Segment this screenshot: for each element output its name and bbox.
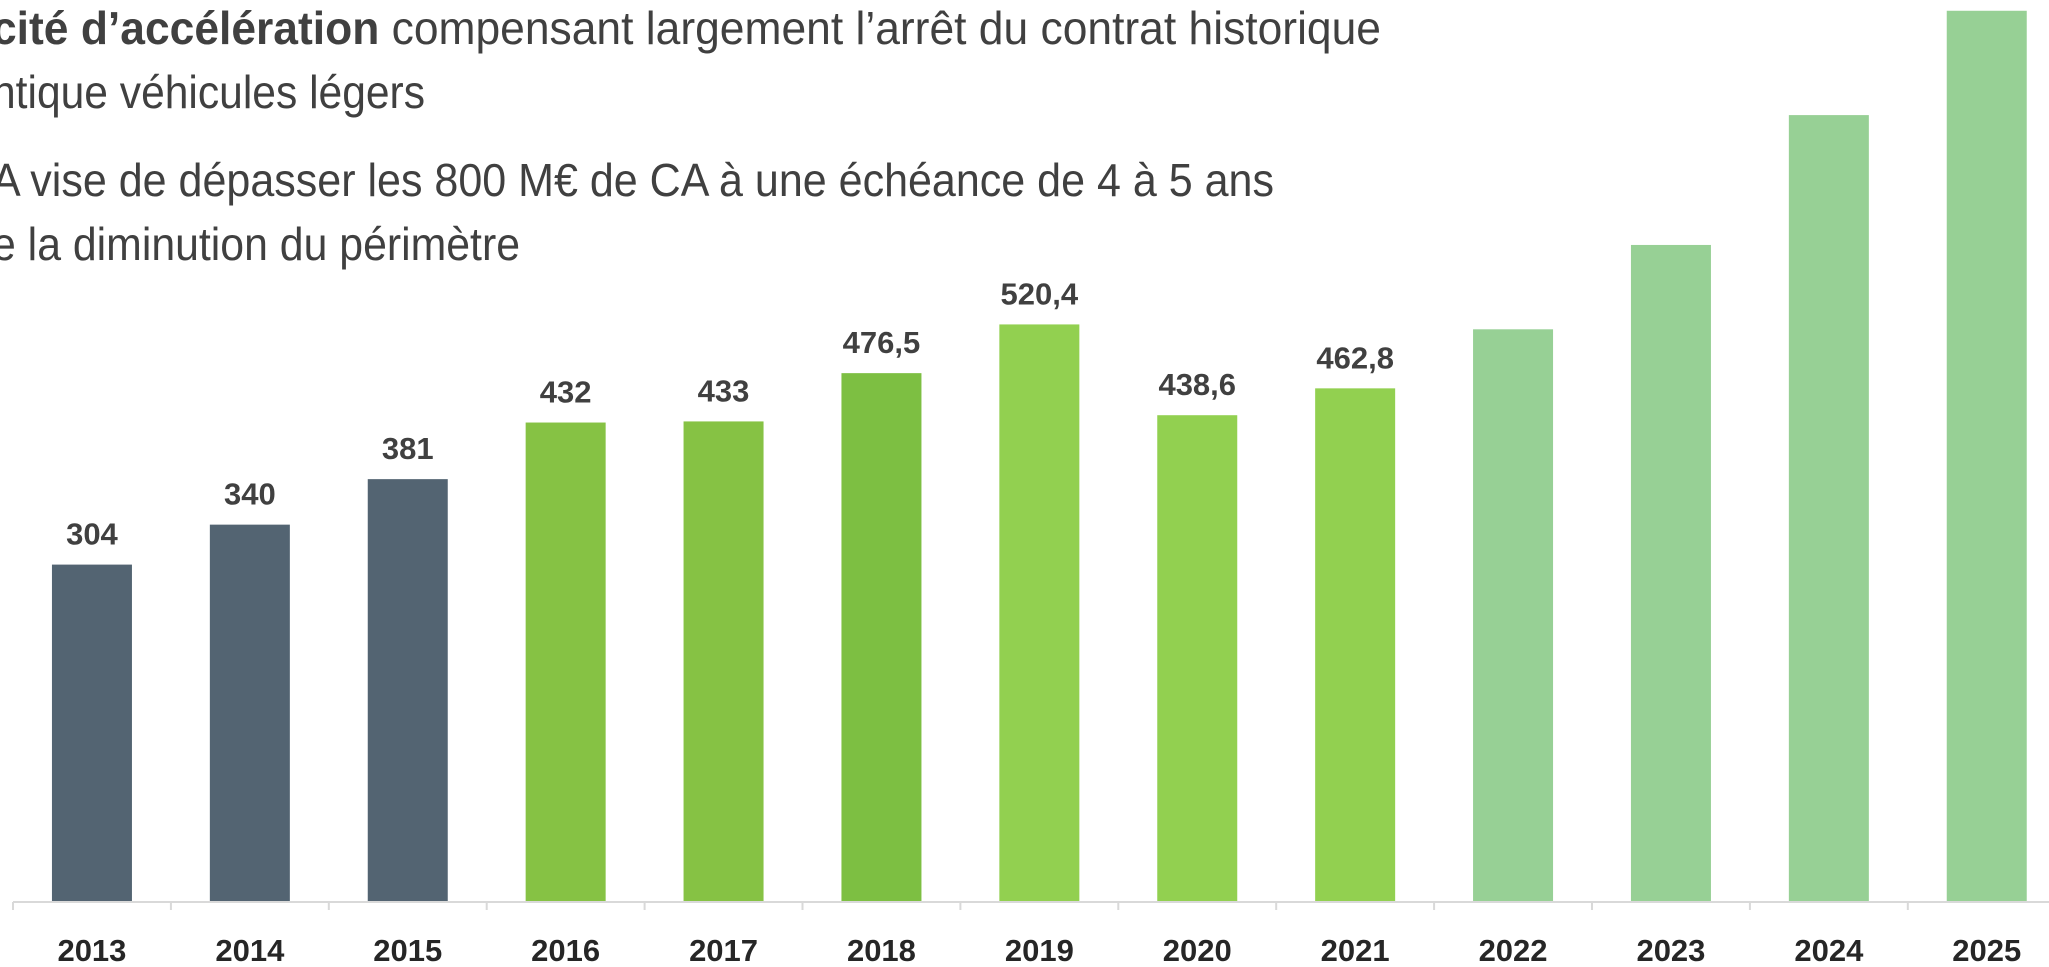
annotation-text: ntique véhicules légers [0,66,425,118]
value-label: 433 [698,373,750,408]
x-tick-label: 2025 [1952,933,2021,967]
annotation: cité d’accélération compensant largement… [0,2,1381,54]
value-label: 340 [224,477,276,512]
annotation-bold: cité d’accélération [0,2,379,54]
annotation-text: e la diminution du périmètre [0,218,520,270]
value-label: 432 [540,375,592,410]
bar [1946,10,2027,902]
bar [1473,329,1554,902]
bar [841,373,922,903]
x-tick-label: 2023 [1636,933,1705,967]
x-tick-label: 2019 [1005,933,1074,967]
bar [683,421,764,902]
x-tick-label: 2022 [1479,933,1548,967]
value-label: 304 [66,517,118,552]
bar [999,324,1080,902]
annotation-text: compensant largement l’arrêt du contrat … [379,2,1381,54]
bar [51,564,132,902]
value-label: 438,6 [1158,367,1236,402]
value-label: 520,4 [1001,276,1079,311]
annotation: e la diminution du périmètre [0,218,520,270]
bar [1315,388,1396,902]
x-tick-label: 2024 [1794,933,1864,967]
bar [209,524,290,902]
bar [525,422,606,902]
annotation: A vise de dépasser les 800 M€ de CA à un… [0,154,1274,206]
bar [1788,115,1869,902]
annotation-text: A vise de dépasser les 800 M€ de CA à un… [0,154,1274,206]
x-tick-label: 2015 [373,933,442,967]
x-tick-label: 2013 [57,933,126,967]
annotation: ntique véhicules légers [0,66,425,118]
x-tick-label: 2017 [689,933,758,967]
value-label: 381 [382,431,434,466]
x-tick-label: 2020 [1163,933,1232,967]
value-label: 476,5 [843,325,921,360]
x-tick-label: 2018 [847,933,916,967]
x-tick-label: 2016 [531,933,600,967]
bar [367,479,448,902]
x-tick-label: 2014 [215,933,285,967]
x-tick-label: 2021 [1321,933,1390,967]
bar [1630,244,1711,903]
value-label: 462,8 [1316,340,1394,375]
bar [1157,415,1238,902]
